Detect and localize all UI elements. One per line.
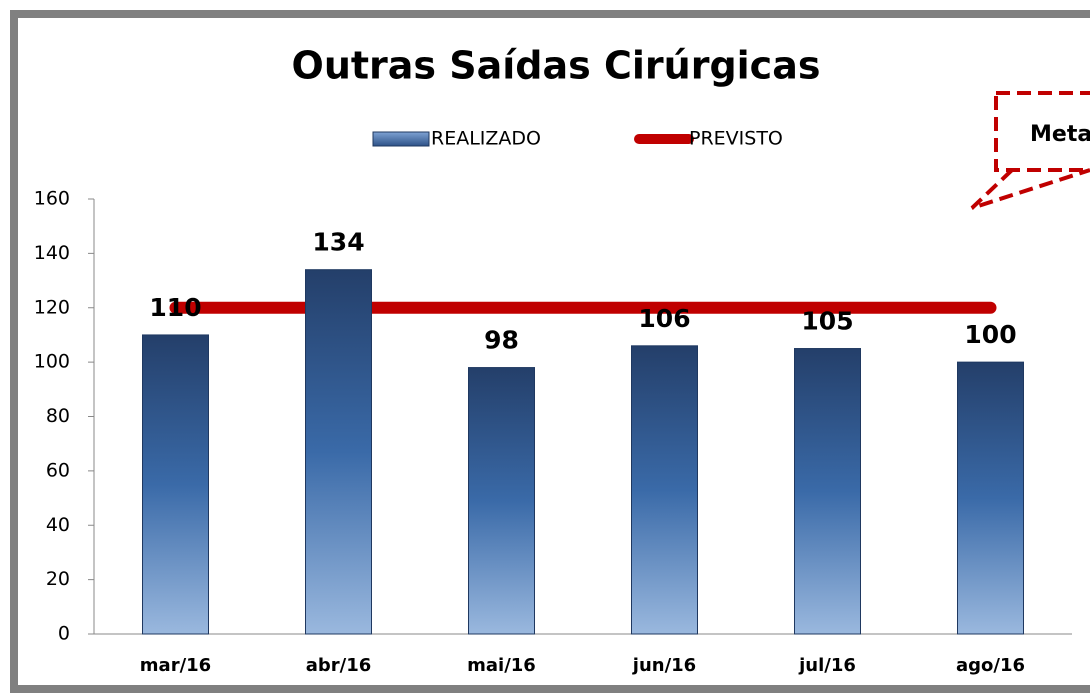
- y-tick-label: 80: [46, 405, 70, 427]
- callout-box: [994, 91, 1090, 172]
- x-tick-label: mai/16: [467, 655, 536, 676]
- y-tick-label: 160: [34, 188, 70, 210]
- y-tick-label: 40: [46, 514, 70, 536]
- x-tick-label: mar/16: [140, 655, 211, 676]
- bar: [305, 269, 372, 635]
- y-tick-label: 0: [58, 623, 70, 645]
- callout: Meta: [970, 91, 1090, 210]
- data-label: 105: [801, 307, 853, 336]
- callout-pointer: [970, 168, 1090, 210]
- x-tick-label: abr/16: [306, 655, 372, 676]
- data-label: 110: [149, 293, 201, 322]
- x-tick-label: jul/16: [798, 655, 856, 676]
- data-label: 98: [484, 326, 519, 355]
- data-label: 100: [964, 320, 1016, 349]
- bar: [957, 361, 1024, 635]
- x-tick-label: jun/16: [632, 655, 696, 676]
- x-tick-label: ago/16: [956, 655, 1025, 676]
- bar: [142, 334, 209, 635]
- legend-label: REALIZADO: [431, 128, 541, 150]
- data-label: 106: [638, 304, 690, 333]
- data-label: 134: [312, 228, 364, 257]
- y-tick-label: 20: [46, 568, 70, 590]
- y-tick-label: 120: [34, 296, 70, 318]
- annotation: Meta: [1030, 122, 1090, 147]
- bar: [794, 348, 861, 635]
- y-tick-label: 140: [34, 242, 70, 264]
- legend-label: PREVISTO: [689, 128, 783, 150]
- bar: [631, 345, 698, 635]
- chart-title: Outras Saídas Cirúrgicas: [292, 44, 821, 88]
- y-tick-label: 60: [46, 459, 70, 481]
- legend-swatch: [372, 131, 430, 147]
- frame: [10, 10, 1090, 693]
- y-tick-label: 100: [34, 351, 70, 373]
- bar: [468, 367, 535, 635]
